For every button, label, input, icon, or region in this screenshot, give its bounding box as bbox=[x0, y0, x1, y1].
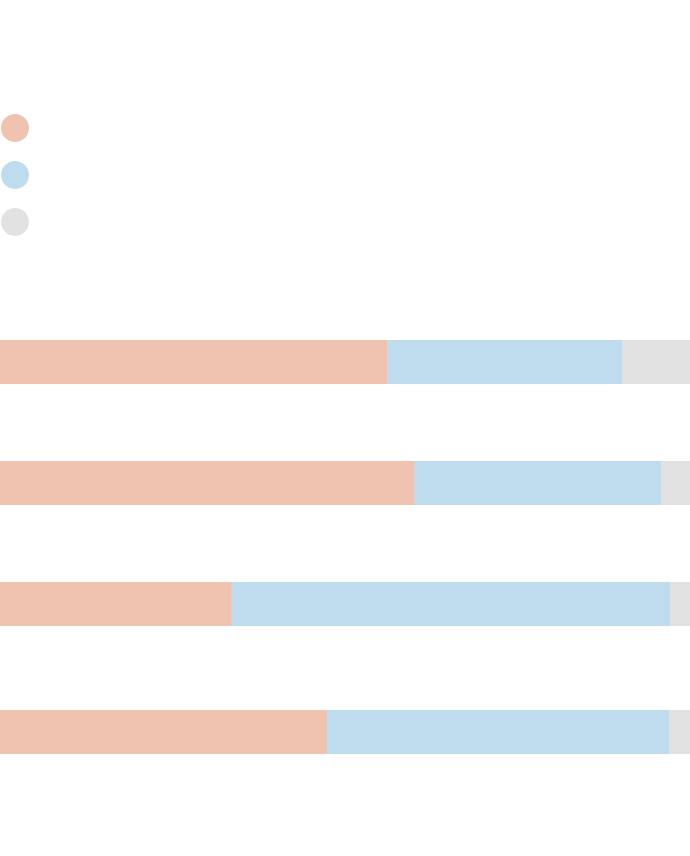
bar-3-segment-2 bbox=[231, 582, 670, 626]
bar-1-segment-2 bbox=[387, 340, 623, 384]
legend-swatch-3 bbox=[1, 208, 29, 236]
bar-4-segment-2 bbox=[327, 710, 670, 754]
bar-1-segment-3 bbox=[622, 340, 690, 384]
legend-swatch-1 bbox=[1, 114, 29, 142]
bars bbox=[0, 340, 690, 754]
bar-2-segment-3 bbox=[661, 461, 690, 505]
bar-4-segment-1 bbox=[0, 710, 328, 754]
bar-4-segment-3 bbox=[669, 710, 690, 754]
legend bbox=[1, 114, 29, 236]
bar-2-segment-2 bbox=[414, 461, 662, 505]
bar-1-segment-1 bbox=[0, 340, 388, 384]
bar-3-segment-3 bbox=[669, 582, 690, 626]
legend-swatch-2 bbox=[1, 161, 29, 189]
bar-3-segment-1 bbox=[0, 582, 232, 626]
bar-2-segment-1 bbox=[0, 461, 415, 505]
